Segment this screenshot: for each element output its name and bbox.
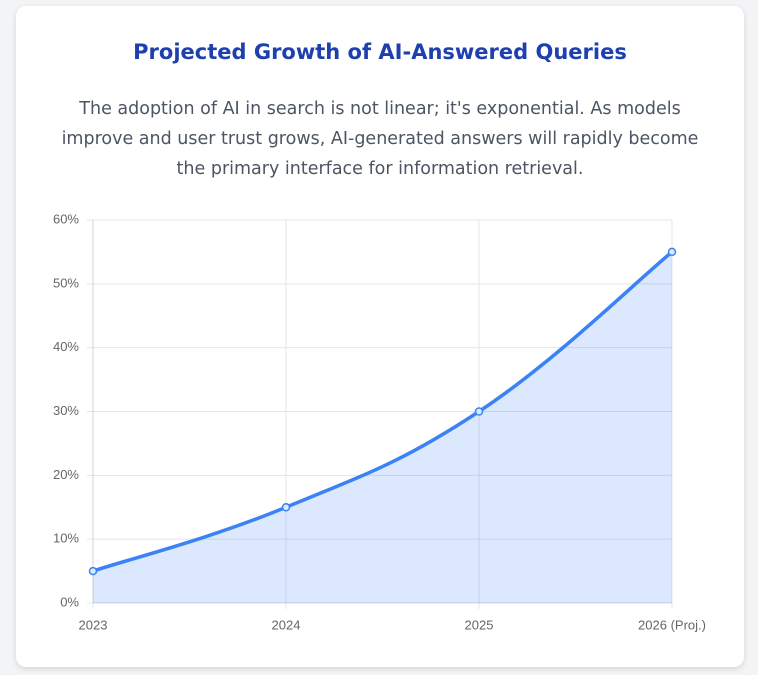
y-tick-label: 60%: [53, 211, 79, 226]
line: [92, 250, 674, 573]
y-tick-label: 30%: [53, 403, 79, 418]
x-tick-label: 2024: [272, 617, 301, 632]
x-tick-label: 2026 (Proj.): [638, 617, 706, 632]
x-tick-label: 2025: [465, 617, 494, 632]
point: [667, 247, 677, 257]
y-tick-label: 50%: [53, 275, 79, 290]
point: [474, 407, 484, 416]
y-tick-label: 40%: [53, 339, 79, 354]
area: [93, 251, 672, 603]
y-tick-label: 0%: [60, 594, 79, 609]
y-tick-label: 10%: [53, 531, 79, 546]
chart-subtitle: The adoption of AI in search is not line…: [61, 99, 699, 179]
x-tick-label: 2023: [79, 617, 108, 632]
chart-title: Projected Growth of AI-Answered Queries: [133, 40, 627, 64]
point: [88, 566, 98, 576]
point: [281, 503, 291, 512]
y-tick-label: 20%: [53, 467, 79, 482]
